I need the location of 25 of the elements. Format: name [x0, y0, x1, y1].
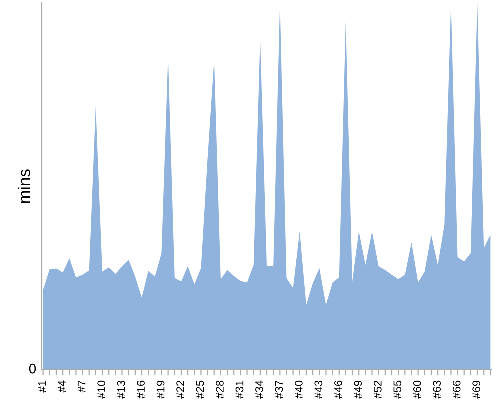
- x-tick-label: #1: [38, 380, 46, 393]
- x-tick-label: #46: [334, 380, 342, 399]
- x-tick-label: #34: [256, 380, 264, 399]
- text: 0: [29, 364, 36, 374]
- x-tick-label: #69: [472, 380, 481, 399]
- x-tick-label: #43: [314, 380, 323, 399]
- x-tick-label: #31: [236, 380, 244, 399]
- x-tick-label: #49: [354, 380, 362, 399]
- x-tick-label: #7: [78, 380, 86, 393]
- x-tick-label: #19: [156, 380, 165, 399]
- x-tick-label: #60: [413, 380, 422, 399]
- x-tick-label: #10: [98, 380, 106, 399]
- x-tick-label: #37: [275, 380, 284, 399]
- x-tick-label: #66: [452, 380, 461, 399]
- x-tick-label: #52: [374, 380, 382, 399]
- x-tick-label: #40: [295, 380, 303, 399]
- x-tick-label: #4: [58, 380, 66, 393]
- x-tick-label: #22: [176, 380, 184, 399]
- x-tick-label: #16: [137, 380, 145, 399]
- x-tick-label: #63: [433, 380, 442, 399]
- x-tick-label: #55: [394, 380, 402, 399]
- y-axis-title: mins: [18, 170, 30, 204]
- x-tick-label: #25: [196, 380, 204, 399]
- x-tick-label: #13: [117, 380, 126, 399]
- x-tick-label: #28: [216, 380, 224, 399]
